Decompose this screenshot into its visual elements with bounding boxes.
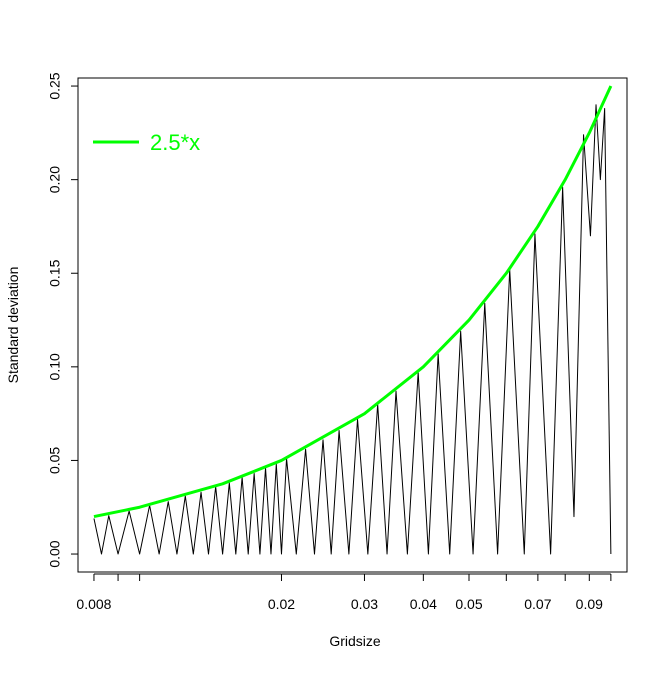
y-tick-label: 0.20 bbox=[47, 166, 63, 193]
y-tick-label: 0.15 bbox=[47, 259, 63, 286]
data-line bbox=[93, 104, 612, 555]
y-tick-label: 0.05 bbox=[47, 447, 63, 474]
legend-label: 2.5*x bbox=[150, 130, 200, 155]
x-tick-label: 0.03 bbox=[351, 596, 378, 612]
x-tick-label: 0.02 bbox=[268, 596, 295, 612]
y-tick-label: 0.00 bbox=[47, 540, 63, 567]
x-axis-label: Gridsize bbox=[329, 633, 381, 649]
y-axis-label: Standard deviation bbox=[5, 267, 21, 384]
y-tick-label: 0.10 bbox=[47, 353, 63, 380]
y-tick-label: 0.25 bbox=[47, 72, 63, 99]
x-tick-label: 0.04 bbox=[410, 596, 437, 612]
x-tick-label: 0.008 bbox=[76, 596, 111, 612]
x-tick-label: 0.09 bbox=[576, 596, 603, 612]
x-tick-label: 0.07 bbox=[524, 596, 551, 612]
data-line bbox=[93, 85, 613, 519]
x-tick-label: 0.05 bbox=[455, 596, 482, 612]
